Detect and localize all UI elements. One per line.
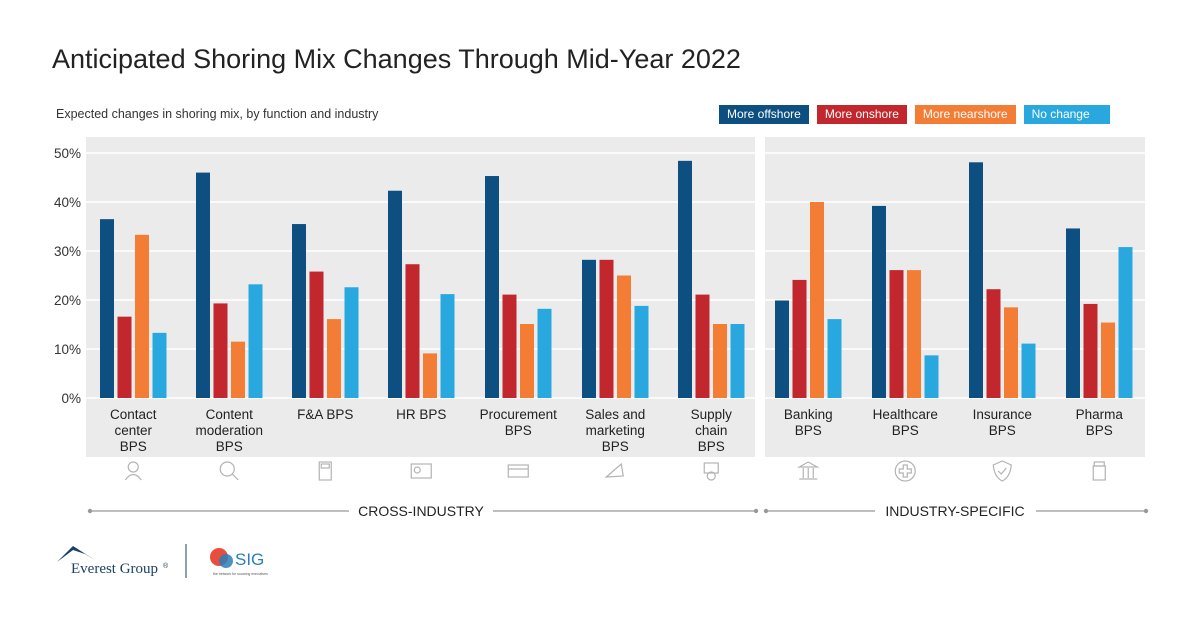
y-tick-label: 0% [61, 391, 81, 406]
package-gear-icon [703, 462, 719, 481]
group-line-dot [87, 508, 93, 514]
bar-nearshore [1101, 322, 1115, 398]
bar-nearshore [810, 202, 824, 398]
bar-offshore [1066, 228, 1080, 398]
legend-item-onshore: More onshore [816, 105, 907, 124]
legend-item-offshore: More offshore [719, 105, 809, 124]
group-line-dot [1143, 508, 1149, 514]
bar-onshore [309, 271, 324, 398]
bar-nochange [537, 308, 552, 398]
bar-onshore [889, 270, 904, 398]
bar-nochange [1118, 247, 1133, 398]
bar-offshore [292, 224, 306, 398]
bar-onshore [599, 259, 614, 398]
everest-group-logo: Everest Group ® [57, 546, 169, 577]
bar-offshore [775, 300, 789, 398]
credit-card-icon [507, 464, 529, 478]
x-tick-label: Contact center BPS [110, 407, 157, 454]
y-tick-label: 50% [54, 146, 81, 161]
bar-offshore [388, 190, 402, 398]
bar-nearshore [713, 324, 727, 398]
medical-cross-icon [894, 460, 916, 482]
id-card-icon [410, 463, 432, 479]
shield-check-icon [992, 460, 1012, 482]
x-tick-label: Healthcare BPS [873, 407, 938, 438]
bar-offshore [485, 176, 499, 398]
person-icon [124, 461, 142, 481]
chart-subtitle: Expected changes in shoring mix, by func… [56, 107, 379, 121]
bar-nochange [827, 319, 842, 398]
x-tick-label: Pharma BPS [1076, 407, 1124, 438]
bar-nearshore [520, 324, 534, 398]
x-tick-label: HR BPS [396, 407, 446, 422]
bar-onshore [502, 294, 517, 398]
x-tick-label: F&A BPS [297, 407, 353, 422]
group-label-cross-industry: CROSS-INDUSTRY [358, 503, 484, 519]
bar-onshore [213, 303, 228, 398]
bar-nochange [1021, 343, 1036, 398]
bar-onshore [986, 289, 1001, 398]
industry-specific-panel [765, 137, 1145, 457]
sig-tagline: the network for sourcing executives [213, 572, 268, 576]
everest-logo-text: Everest Group [71, 561, 158, 577]
chart-title: Anticipated Shoring Mix Changes Through … [52, 44, 741, 74]
x-tick-label: Procurement BPS [480, 407, 558, 438]
logos: Everest Group ® SIG the network for sour… [57, 544, 268, 578]
bar-nochange [924, 355, 939, 398]
bar-nochange [634, 305, 649, 398]
group-label-industry-specific: INDUSTRY-SPECIFIC [885, 503, 1024, 519]
svg-text:®: ® [163, 562, 169, 570]
x-tick-label: Insurance BPS [973, 407, 1032, 438]
bar-nearshore [231, 341, 245, 398]
x-tick-label: Supply chain BPS [691, 407, 733, 454]
legend-item-nearshore: More nearshore [914, 105, 1016, 124]
y-tick-label: 40% [54, 195, 81, 210]
medicine-bottle-icon [1092, 461, 1106, 481]
calculator-icon [318, 461, 332, 481]
bar-offshore [969, 162, 983, 398]
megaphone-icon [604, 462, 624, 478]
bar-offshore [100, 219, 114, 398]
bar-nearshore [135, 234, 149, 398]
sig-logo: SIG the network for sourcing executives [210, 548, 268, 576]
y-tick-label: 20% [54, 293, 81, 308]
bar-nochange [440, 294, 455, 398]
x-tick-label: Content moderation BPS [195, 407, 263, 454]
bar-onshore [1083, 303, 1098, 398]
y-tick-label: 30% [54, 244, 81, 259]
bar-nochange [344, 287, 359, 398]
bar-offshore [582, 259, 596, 398]
legend: More offshore More onshore More nearshor… [719, 105, 1110, 124]
code-search-icon [219, 461, 239, 481]
bar-onshore [695, 294, 710, 398]
bar-nochange [152, 332, 167, 398]
group-line-dot [763, 508, 769, 514]
bar-onshore [792, 279, 807, 398]
sig-logo-text: SIG [235, 550, 264, 569]
bar-nearshore [617, 275, 631, 398]
y-tick-label: 10% [54, 342, 81, 357]
bar-offshore [678, 160, 692, 398]
bar-nochange [730, 324, 745, 398]
x-tick-label: Banking BPS [784, 407, 833, 438]
bar-nearshore [423, 353, 437, 398]
bar-onshore [405, 264, 420, 398]
bar-offshore [872, 205, 886, 398]
bar-nearshore [1004, 307, 1018, 398]
bar-nochange [248, 284, 263, 398]
bar-onshore [117, 316, 132, 398]
bank-icon [796, 461, 820, 480]
group-line-dot [753, 508, 759, 514]
legend-item-nochange: No change [1023, 105, 1110, 124]
x-tick-label: Sales and marketing BPS [585, 407, 645, 454]
bar-offshore [196, 172, 210, 398]
bar-nearshore [907, 270, 921, 398]
bar-nearshore [327, 319, 341, 398]
